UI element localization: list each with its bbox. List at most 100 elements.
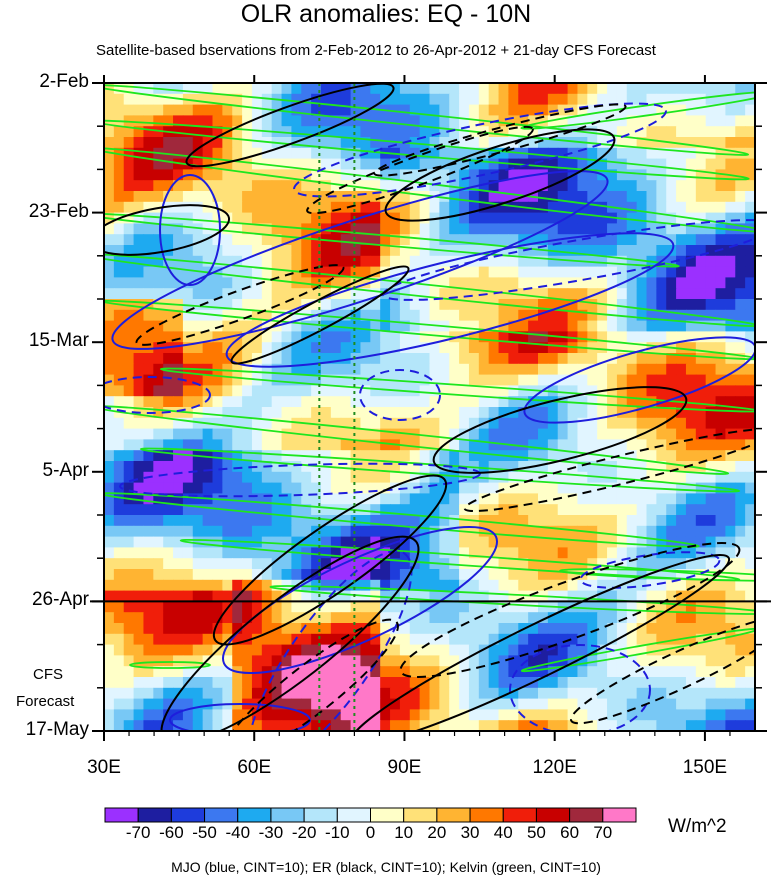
anomaly-cell	[301, 525, 312, 538]
anomaly-cell	[518, 525, 529, 538]
anomaly-cell	[182, 417, 194, 430]
anomaly-cell	[547, 93, 559, 106]
anomaly-cell	[311, 633, 322, 646]
anomaly-cell	[192, 396, 204, 408]
anomaly-cell	[636, 450, 648, 462]
anomaly-cell	[607, 612, 618, 624]
anomaly-cell	[340, 547, 352, 559]
anomaly-cell	[390, 612, 401, 624]
anomaly-cell	[725, 363, 736, 376]
anomaly-cell	[567, 687, 579, 700]
anomaly-cell	[321, 417, 332, 430]
anomaly-cell	[123, 180, 135, 192]
anomaly-cell	[409, 709, 421, 721]
anomaly-cell	[587, 687, 598, 700]
anomaly-cell	[646, 158, 657, 170]
anomaly-cell	[380, 266, 391, 278]
anomaly-cell	[695, 515, 707, 527]
anomaly-cell	[311, 407, 322, 419]
anomaly-cell	[508, 191, 519, 203]
anomaly-cell	[468, 158, 480, 170]
anomaly-cell	[202, 439, 214, 451]
anomaly-cell	[518, 374, 529, 386]
anomaly-cell	[705, 439, 717, 451]
anomaly-cell	[725, 677, 736, 689]
anomaly-cell	[636, 558, 648, 570]
anomaly-cell	[715, 698, 727, 710]
anomaly-cell	[538, 687, 549, 700]
anomaly-cell	[360, 428, 371, 440]
anomaly-cell	[153, 439, 164, 451]
anomaly-cell	[340, 720, 352, 731]
anomaly-cell	[153, 558, 164, 570]
anomaly-cell	[607, 687, 618, 700]
anomaly-cell	[666, 698, 677, 710]
anomaly-cell	[567, 547, 579, 559]
anomaly-cell	[676, 655, 687, 667]
anomaly-cell	[656, 201, 667, 214]
anomaly-cell	[735, 309, 746, 322]
anomaly-cell	[695, 255, 707, 268]
anomaly-cell	[251, 655, 263, 667]
anomaly-cell	[123, 439, 135, 451]
anomaly-cell	[340, 687, 352, 700]
anomaly-cell	[439, 201, 450, 214]
anomaly-cell	[577, 147, 588, 160]
anomaly-cell	[577, 93, 588, 106]
anomaly-cell	[557, 288, 569, 300]
anomaly-cell	[439, 590, 450, 602]
anomaly-cell	[705, 277, 717, 289]
anomaly-cell	[725, 655, 736, 667]
anomaly-cell	[666, 515, 677, 527]
anomaly-cell	[557, 417, 569, 430]
anomaly-cell	[163, 601, 174, 613]
anomaly-cell	[311, 255, 322, 268]
anomaly-cell	[419, 536, 431, 548]
anomaly-cell	[685, 525, 697, 538]
anomaly-cell	[538, 623, 549, 635]
anomaly-cell	[222, 655, 233, 667]
anomaly-cell	[705, 245, 717, 257]
x-tick-label: 150E	[682, 757, 728, 778]
kelvin-contour	[104, 492, 700, 548]
anomaly-cell	[291, 191, 302, 203]
anomaly-cell	[380, 547, 391, 559]
anomaly-cell	[557, 698, 569, 710]
anomaly-cell	[528, 439, 539, 451]
anomaly-cell	[459, 277, 470, 289]
anomaly-cell	[528, 255, 539, 268]
anomaly-cell	[192, 482, 204, 494]
anomaly-cell	[547, 223, 559, 235]
y-tick-label: 17-May	[25, 719, 89, 740]
anomaly-cell	[685, 720, 697, 731]
anomaly-cell	[538, 439, 549, 451]
anomaly-cell	[508, 590, 519, 602]
anomaly-cell	[153, 104, 164, 116]
anomaly-cell	[212, 353, 223, 365]
anomaly-cell	[735, 525, 746, 538]
anomaly-cell	[153, 493, 164, 505]
anomaly-cell	[330, 342, 342, 354]
anomaly-cell	[311, 93, 322, 106]
anomaly-cell	[508, 212, 519, 224]
anomaly-cell	[666, 83, 677, 95]
anomaly-cell	[390, 83, 401, 95]
anomaly-cell	[143, 147, 154, 160]
anomaly-cell	[735, 439, 746, 451]
anomaly-cell	[587, 666, 598, 678]
anomaly-cell	[271, 709, 283, 721]
anomaly-cell	[695, 147, 707, 160]
anomaly-cell	[192, 525, 204, 538]
anomaly-cell	[370, 266, 381, 278]
anomaly-cell	[636, 417, 648, 430]
anomaly-cell	[163, 493, 174, 505]
anomaly-cell	[182, 353, 194, 365]
anomaly-cell	[311, 331, 322, 343]
anomaly-cell	[163, 590, 174, 602]
anomaly-cell	[251, 137, 263, 149]
anomaly-cell	[626, 245, 638, 257]
anomaly-cell	[380, 277, 391, 289]
anomaly-cell	[676, 83, 687, 95]
anomaly-cell	[202, 320, 214, 332]
anomaly-cell	[478, 461, 490, 473]
